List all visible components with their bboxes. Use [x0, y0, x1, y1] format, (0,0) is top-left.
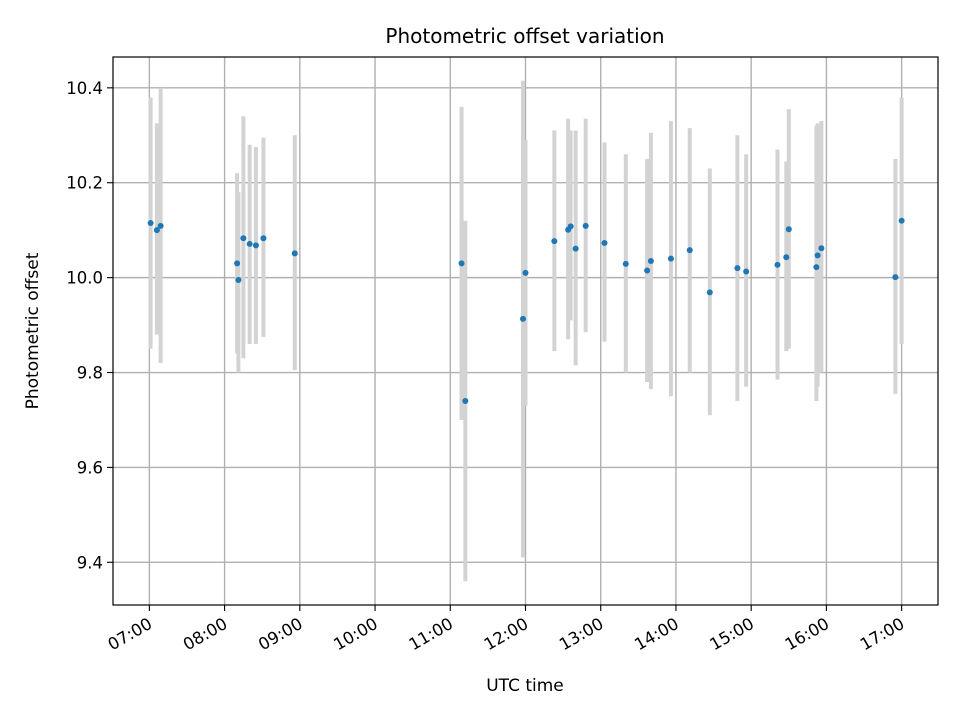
data-point	[522, 269, 529, 276]
y-tick-label: 9.8	[77, 364, 103, 383]
data-point	[813, 264, 820, 271]
data-point	[783, 254, 790, 261]
y-tick-label: 10.0	[66, 269, 103, 288]
x-axis-label: UTC time	[486, 676, 564, 696]
y-tick-label: 9.6	[77, 458, 103, 477]
data-point	[898, 217, 905, 224]
data-point	[622, 260, 629, 267]
data-point	[291, 250, 298, 257]
chart-title: Photometric offset variation	[385, 24, 664, 48]
data-point	[686, 247, 693, 254]
data-point	[252, 242, 259, 249]
y-tick-label: 10.4	[66, 79, 103, 98]
data-point	[734, 265, 741, 272]
data-point	[235, 276, 242, 283]
data-point	[743, 268, 750, 275]
data-point	[458, 260, 465, 267]
data-point	[157, 222, 164, 229]
data-point	[462, 397, 469, 404]
y-axis: 9.4 9.6 9.8 10.0 10.2 10.4	[66, 79, 113, 572]
data-point	[147, 220, 154, 227]
data-point	[706, 289, 713, 296]
y-tick-label: 10.2	[66, 174, 103, 193]
data-point	[246, 240, 253, 247]
data-point	[519, 315, 526, 322]
data-point	[234, 260, 241, 267]
data-point	[785, 226, 792, 233]
data-point	[601, 239, 608, 246]
data-point	[240, 235, 247, 242]
data-point	[582, 222, 589, 229]
data-point	[567, 223, 574, 230]
data-point	[667, 255, 674, 262]
data-point	[814, 252, 821, 259]
data-point	[153, 227, 160, 234]
data-point	[572, 245, 579, 252]
data-point	[892, 274, 899, 281]
data-point	[260, 235, 267, 242]
y-tick-label: 9.4	[77, 553, 103, 572]
data-point	[647, 258, 654, 265]
y-axis-label: Photometric offset	[23, 252, 43, 409]
data-points	[147, 217, 905, 404]
data-point	[551, 238, 558, 245]
data-point	[818, 245, 825, 252]
data-point	[774, 261, 781, 268]
data-point	[644, 267, 651, 274]
